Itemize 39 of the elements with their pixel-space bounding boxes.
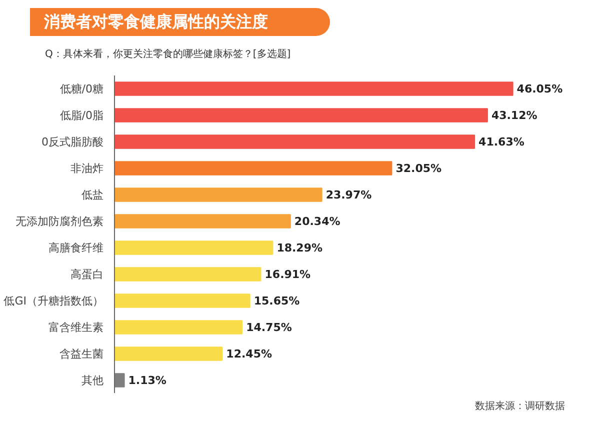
bar: [114, 161, 392, 176]
chart-subtitle: Q：具体来看，你更关注零食的哪些健康标签？[多选题]: [45, 48, 291, 62]
data-label: 14.75%: [246, 320, 292, 334]
data-label: 12.45%: [226, 347, 272, 360]
y-tick-label: 低GI（升糖指数低）: [4, 294, 104, 308]
bar: [114, 346, 223, 361]
bar: [114, 267, 262, 282]
bar: [114, 134, 476, 149]
data-label: 43.12%: [491, 108, 538, 122]
data-label: 23.97%: [326, 188, 372, 202]
data-label: 20.34%: [294, 214, 340, 228]
y-tick-label: 无添加防腐剂色素: [16, 214, 104, 228]
bar: [114, 320, 243, 334]
bar: [114, 108, 488, 122]
y-tick-label: 0反式脂肪酸: [42, 135, 104, 148]
data-label: 46.05%: [516, 82, 563, 96]
bar: [114, 82, 514, 96]
bar: [114, 240, 274, 255]
y-tick-label: 低盐: [82, 188, 104, 202]
y-tick-label: 高膳食纤维: [48, 241, 104, 254]
bar: [114, 373, 125, 388]
data-label: 18.29%: [276, 241, 323, 254]
data-label: 41.63%: [478, 135, 524, 148]
data-label: 15.65%: [254, 294, 300, 308]
chart-title: 消费者对零食健康属性的关注度: [44, 11, 268, 33]
y-tick-label: 含益生菌: [60, 347, 104, 360]
data-label: 1.13%: [128, 374, 166, 387]
y-tick-label: 其他: [82, 374, 104, 387]
bar: [114, 188, 322, 202]
source-note: 数据来源：调研数据: [475, 400, 565, 414]
data-label: 16.91%: [264, 268, 311, 281]
bar: [114, 214, 291, 228]
y-tick-label: 低脂/0脂: [60, 108, 104, 122]
y-tick-label: 非油炸: [70, 162, 104, 175]
y-tick-label: 富含维生素: [48, 320, 104, 334]
y-tick-label: 高蛋白: [70, 268, 104, 281]
bar: [114, 294, 250, 308]
data-label: 32.05%: [396, 162, 442, 175]
y-tick-label: 低糖/0糖: [60, 82, 104, 96]
